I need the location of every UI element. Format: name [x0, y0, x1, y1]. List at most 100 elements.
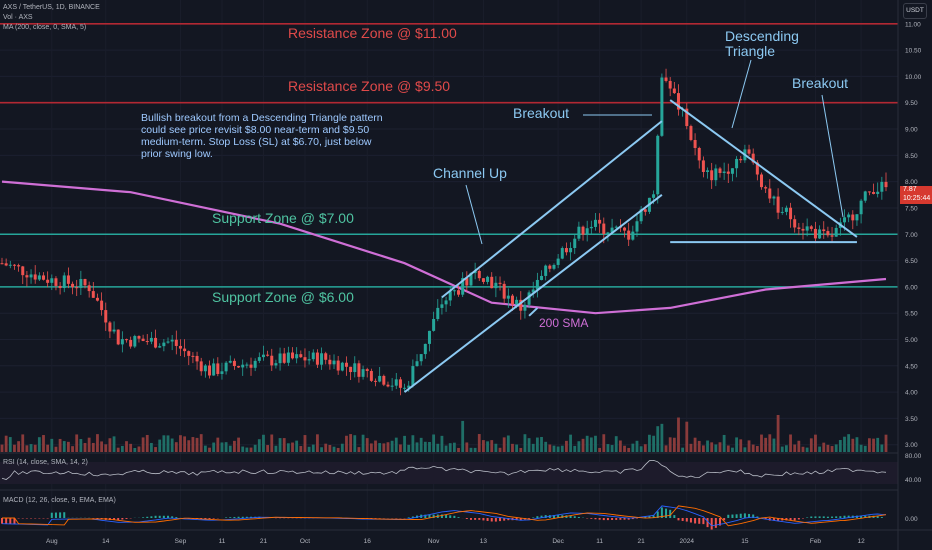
volume-bar [706, 440, 709, 452]
volume-bar [548, 444, 552, 452]
candle-body [593, 219, 597, 227]
macd-histogram-bar [63, 512, 66, 518]
volume-bar [768, 434, 772, 452]
volume-bar [515, 444, 519, 452]
y-tick-label: 7.50 [905, 205, 918, 212]
candle-body [448, 291, 452, 301]
candle-body [668, 80, 672, 89]
volume-bar [13, 444, 16, 452]
macd-histogram-bar [482, 518, 485, 521]
candle-body [564, 248, 568, 253]
volume-bar [677, 417, 680, 452]
candle-body [602, 223, 606, 234]
price-axis[interactable]: 11.00 10.50 10.00 9.50 9.00 8.50 8.00 7.50 7.00 6… [897, 0, 922, 550]
candle-body [158, 346, 162, 348]
candle-body [855, 214, 859, 221]
volume-bar [672, 437, 676, 452]
volume-bar [336, 447, 340, 452]
candle-body [706, 170, 710, 172]
candle-body [315, 352, 319, 365]
volume-bar [361, 434, 365, 452]
currency-button[interactable]: USDT [903, 3, 927, 19]
candle-body [357, 363, 361, 377]
macd-histogram-bar [432, 514, 435, 518]
volume-bar [494, 443, 498, 452]
candle-body [178, 345, 182, 349]
candle-body [784, 207, 788, 212]
macd-histogram-bar [117, 518, 120, 521]
macd-histogram-bar [494, 518, 497, 522]
candle-body [224, 362, 228, 372]
volume-bar [179, 435, 182, 452]
macd-histogram-bar [142, 517, 145, 518]
x-tick-label: Dec [552, 538, 564, 545]
y-tick-label: 10.50 [905, 48, 922, 55]
macd-histogram-bar [772, 518, 775, 521]
descending-label-1: Descending [725, 28, 799, 44]
volume-bar [46, 444, 50, 452]
x-tick-label: 12 [857, 538, 865, 545]
macd-histogram-bar [440, 514, 443, 518]
macd-histogram-bar [212, 518, 215, 519]
volume-bar [511, 443, 514, 452]
candle-body [701, 160, 705, 172]
candle-body [274, 363, 278, 366]
volume-bar [809, 438, 813, 452]
y-tick-label: 6.00 [905, 284, 918, 291]
y-tick-label: 6.50 [905, 258, 918, 265]
x-tick-label: Aug [46, 538, 58, 545]
volume-bar [154, 447, 157, 452]
volume-bar [266, 445, 270, 452]
candle-body [303, 357, 307, 361]
candle-body [170, 339, 174, 342]
candle-body [751, 153, 755, 163]
volume-bar [436, 443, 440, 452]
volume-bar [801, 446, 805, 452]
candle-body [17, 265, 21, 267]
candle-body [369, 370, 373, 381]
candle-body [780, 211, 784, 213]
candle-body [693, 139, 697, 148]
volume-bar [58, 438, 62, 452]
time-axis[interactable]: Aug 14 Sep 11 21 Oct 16 Nov 13 Dec 11 21 2024 15 Feb 12 [0, 529, 932, 545]
volume-bar [432, 434, 436, 452]
candle-body [494, 282, 498, 289]
volume-bar [365, 438, 369, 452]
macd-histogram-bar [241, 516, 244, 518]
rsi-band [0, 462, 898, 484]
candle-body [33, 274, 37, 280]
volume-bar [120, 445, 124, 452]
volume-bar [461, 420, 465, 452]
macd-histogram-bar [465, 518, 468, 519]
macd-histogram-bar [594, 518, 597, 520]
volume-bar [784, 445, 788, 452]
volume-bar [50, 438, 54, 452]
macd-histogram-bar [598, 518, 601, 520]
volume-bar [822, 442, 826, 452]
volume-bar [486, 441, 489, 452]
candle-body [407, 385, 411, 388]
candle-body [585, 228, 589, 235]
candle-body [149, 337, 153, 342]
candle-body [361, 369, 365, 377]
candle-body [809, 226, 813, 229]
volume-bar [390, 440, 394, 452]
macd-histogram-bar [407, 517, 410, 518]
volume-bar [718, 442, 722, 452]
volume-bar [627, 447, 631, 452]
macd-histogram-bar [1, 518, 3, 524]
volume-bar [133, 447, 137, 452]
volume-bar [776, 414, 780, 452]
trendline-drawings [403, 59, 858, 393]
candle-body [125, 339, 129, 341]
candle-body [349, 366, 353, 373]
volume-bar [378, 443, 382, 452]
volume-bar [490, 440, 494, 452]
candle-body [4, 263, 8, 266]
sma-200-path [1, 180, 887, 315]
volume-bar [21, 434, 25, 452]
candle-body [490, 276, 494, 289]
candle-body [212, 363, 216, 376]
candle-body [37, 275, 41, 280]
